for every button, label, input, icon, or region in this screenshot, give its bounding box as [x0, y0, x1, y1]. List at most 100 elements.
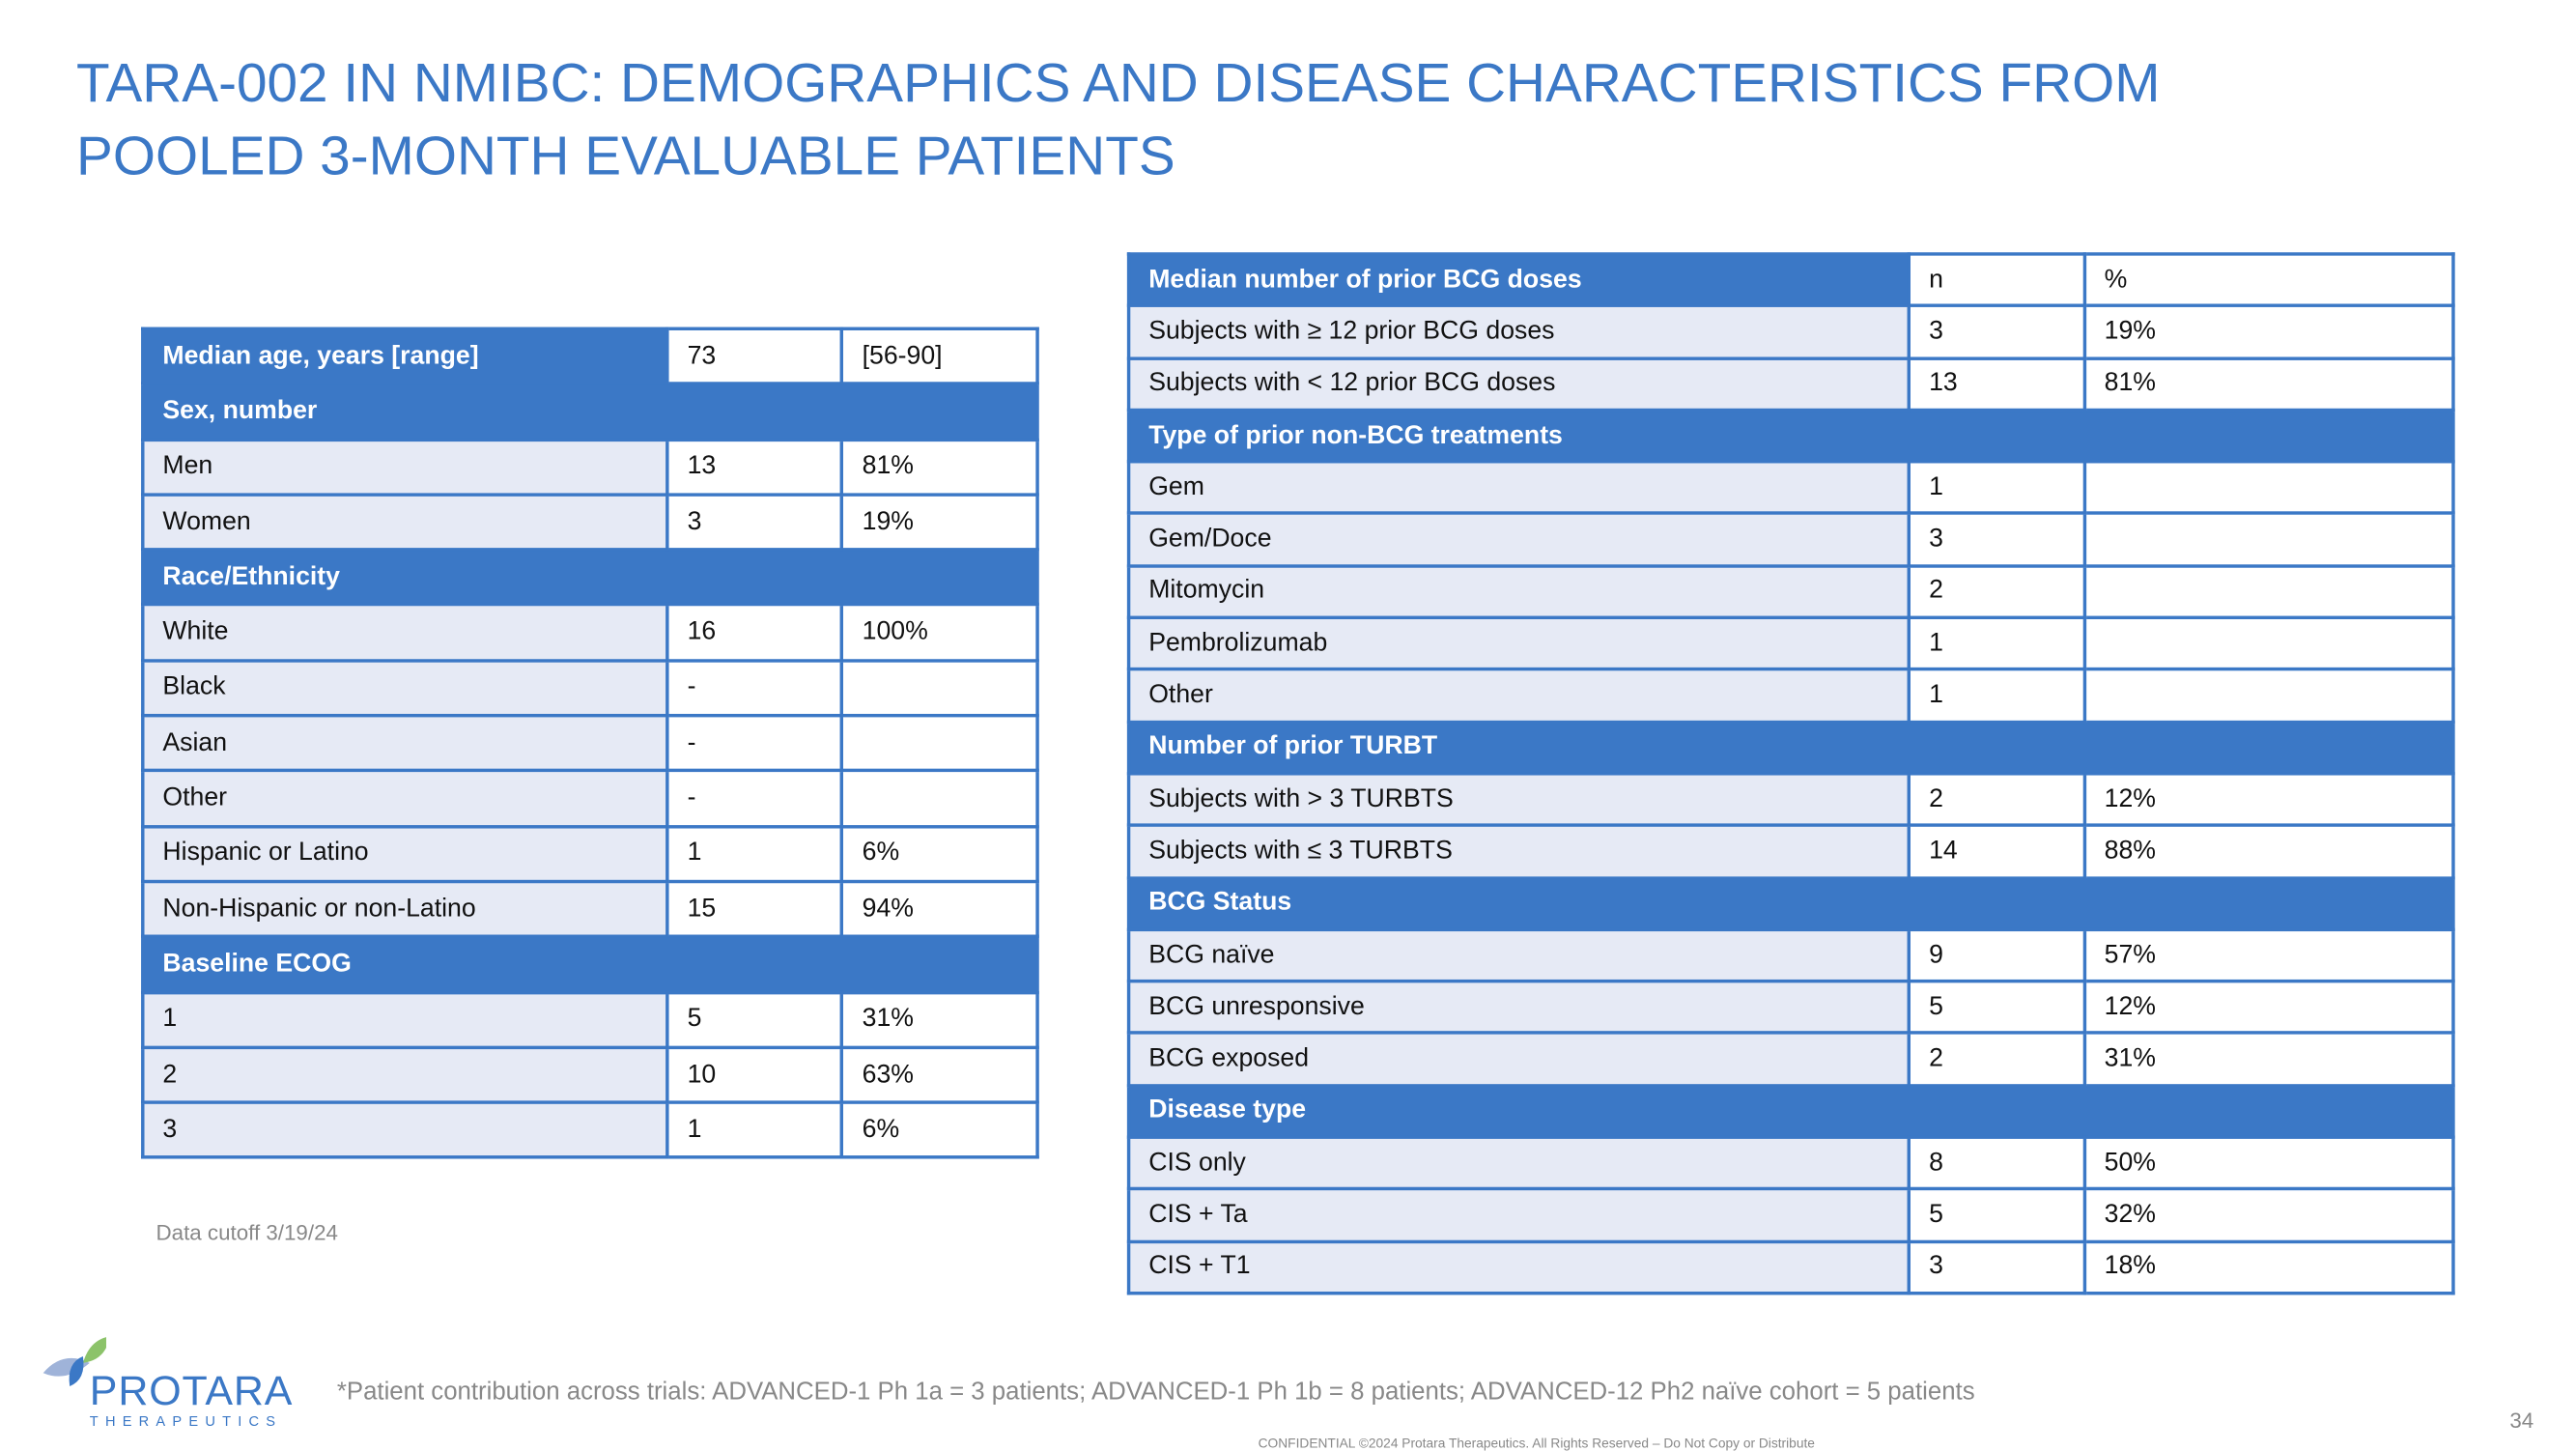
row-label: Women: [141, 493, 669, 552]
section-header: Number of prior TURBT: [1126, 720, 2455, 776]
table-row: Race/Ethnicity: [141, 548, 1039, 608]
table-row: Women 3 19%: [141, 493, 1039, 552]
table-row: 1 5 31%: [141, 990, 1039, 1049]
table-row: 3 1 6%: [141, 1100, 1039, 1160]
section-header: Disease type: [1126, 1083, 2455, 1139]
row-label: Pembrolizumab: [1126, 615, 1911, 671]
row-label: Men: [141, 437, 669, 497]
cell: 5: [1907, 1187, 2086, 1243]
cell: 31%: [2082, 1031, 2455, 1088]
cell: 16: [665, 603, 844, 663]
cell: -: [665, 658, 844, 718]
row-label: BCG exposed: [1126, 1031, 1911, 1088]
row-label: BCG naïve: [1126, 927, 1911, 983]
row-label: Gem: [1126, 460, 1911, 516]
row-label: CIS + T1: [1126, 1239, 1911, 1295]
table-row: Subjects with ≤ 3 TURBTS 14 88%: [1126, 823, 2455, 880]
table-row: BCG exposed 2 31%: [1126, 1031, 2455, 1088]
table-row: Number of prior TURBT: [1126, 720, 2455, 776]
cell: n: [1907, 252, 2086, 308]
cell: 100%: [840, 603, 1039, 663]
table-row: Black -: [141, 658, 1039, 718]
table-row: Subjects with < 12 prior BCG doses 13 81%: [1126, 356, 2455, 413]
section-header: BCG Status: [1126, 875, 2455, 931]
row-label: Non-Hispanic or non-Latino: [141, 879, 669, 939]
table-row: Type of prior non-BCG treatments: [1126, 408, 2455, 464]
cell: 19%: [840, 493, 1039, 552]
cell: 73: [665, 327, 844, 386]
table-row: Other 1: [1126, 668, 2455, 724]
cell: 12%: [2082, 772, 2455, 828]
cell: [840, 769, 1039, 828]
demographics-table: Median age, years [range] 73 [56-90] Sex, n…: [141, 327, 1039, 1160]
cell: 81%: [2082, 356, 2455, 413]
row-label: 2: [141, 1045, 669, 1105]
cell: 1: [665, 824, 844, 884]
table-row: Men 13 81%: [141, 437, 1039, 497]
table-row: BCG unresponsive 5 12%: [1126, 980, 2455, 1036]
section-header: Baseline ECOG: [141, 934, 1039, 994]
cell: 2: [1907, 772, 2086, 828]
table-row: CIS only 8 50%: [1126, 1135, 2455, 1191]
table-row: Hispanic or Latino 1 6%: [141, 824, 1039, 884]
row-label: Median number of prior BCG doses: [1126, 252, 1911, 308]
logo-tagline: THERAPEUTICS: [89, 1412, 283, 1430]
table-row: Subjects with ≥ 12 prior BCG doses 3 19%: [1126, 303, 2455, 360]
cell: 15: [665, 879, 844, 939]
cell: 14: [1907, 823, 2086, 880]
row-label: Subjects with < 12 prior BCG doses: [1126, 356, 1911, 413]
cell: 10: [665, 1045, 844, 1105]
cell: [2082, 563, 2455, 620]
cell: [2082, 615, 2455, 671]
cell: 19%: [2082, 303, 2455, 360]
disease-table: Median number of prior BCG doses n% Subjec…: [1126, 252, 2455, 1295]
cell: 3: [1907, 303, 2086, 360]
row-label: CIS + Ta: [1126, 1187, 1911, 1243]
table-row: Pembrolizumab 1: [1126, 615, 2455, 671]
cell: 88%: [2082, 823, 2455, 880]
cell: 50%: [2082, 1135, 2455, 1191]
table-row: Sex, number: [141, 382, 1039, 441]
cell: [840, 658, 1039, 718]
table-row: White 16 100%: [141, 603, 1039, 663]
table-row: Asian -: [141, 714, 1039, 773]
section-header: Type of prior non-BCG treatments: [1126, 408, 2455, 464]
table-row: Gem 1: [1126, 460, 2455, 516]
page-number: 34: [2509, 1408, 2534, 1434]
table-row: 2 10 63%: [141, 1045, 1039, 1105]
row-label: Gem/Doce: [1126, 512, 1911, 568]
section-header: Sex, number: [141, 382, 1039, 441]
cell: 8: [1907, 1135, 2086, 1191]
cell: 1: [1907, 460, 2086, 516]
cell: %: [2082, 252, 2455, 308]
cell: -: [665, 714, 844, 773]
table-row: BCG naïve 9 57%: [1126, 927, 2455, 983]
row-label: Subjects with > 3 TURBTS: [1126, 772, 1911, 828]
cell: 31%: [840, 990, 1039, 1049]
cell: [840, 714, 1039, 773]
cell: 9: [1907, 927, 2086, 983]
table-row: Gem/Doce 3: [1126, 512, 2455, 568]
cell: 2: [1907, 563, 2086, 620]
row-label: BCG unresponsive: [1126, 980, 1911, 1036]
cell: 2: [1907, 1031, 2086, 1088]
cell: 5: [1907, 980, 2086, 1036]
table-row: Other -: [141, 769, 1039, 828]
cell: 1: [1907, 668, 2086, 724]
cell: 18%: [2082, 1239, 2455, 1295]
cell: [2082, 460, 2455, 516]
data-cutoff: Data cutoff 3/19/24: [156, 1220, 338, 1245]
row-label: Black: [141, 658, 669, 718]
row-label: Hispanic or Latino: [141, 824, 669, 884]
row-label: Asian: [141, 714, 669, 773]
logo-name: PROTARA: [89, 1368, 294, 1415]
table-row: CIS + Ta 5 32%: [1126, 1187, 2455, 1243]
slide-title: TARA-002 IN NMIBC: DEMOGRAPHICS AND DISE…: [76, 51, 2161, 186]
row-label: Median age, years [range]: [141, 327, 669, 386]
table-row: Median number of prior BCG doses n%: [1126, 252, 2455, 308]
cell: 94%: [840, 879, 1039, 939]
cell: 57%: [2082, 927, 2455, 983]
cell: 3: [1907, 1239, 2086, 1295]
table-row: Disease type: [1126, 1083, 2455, 1139]
